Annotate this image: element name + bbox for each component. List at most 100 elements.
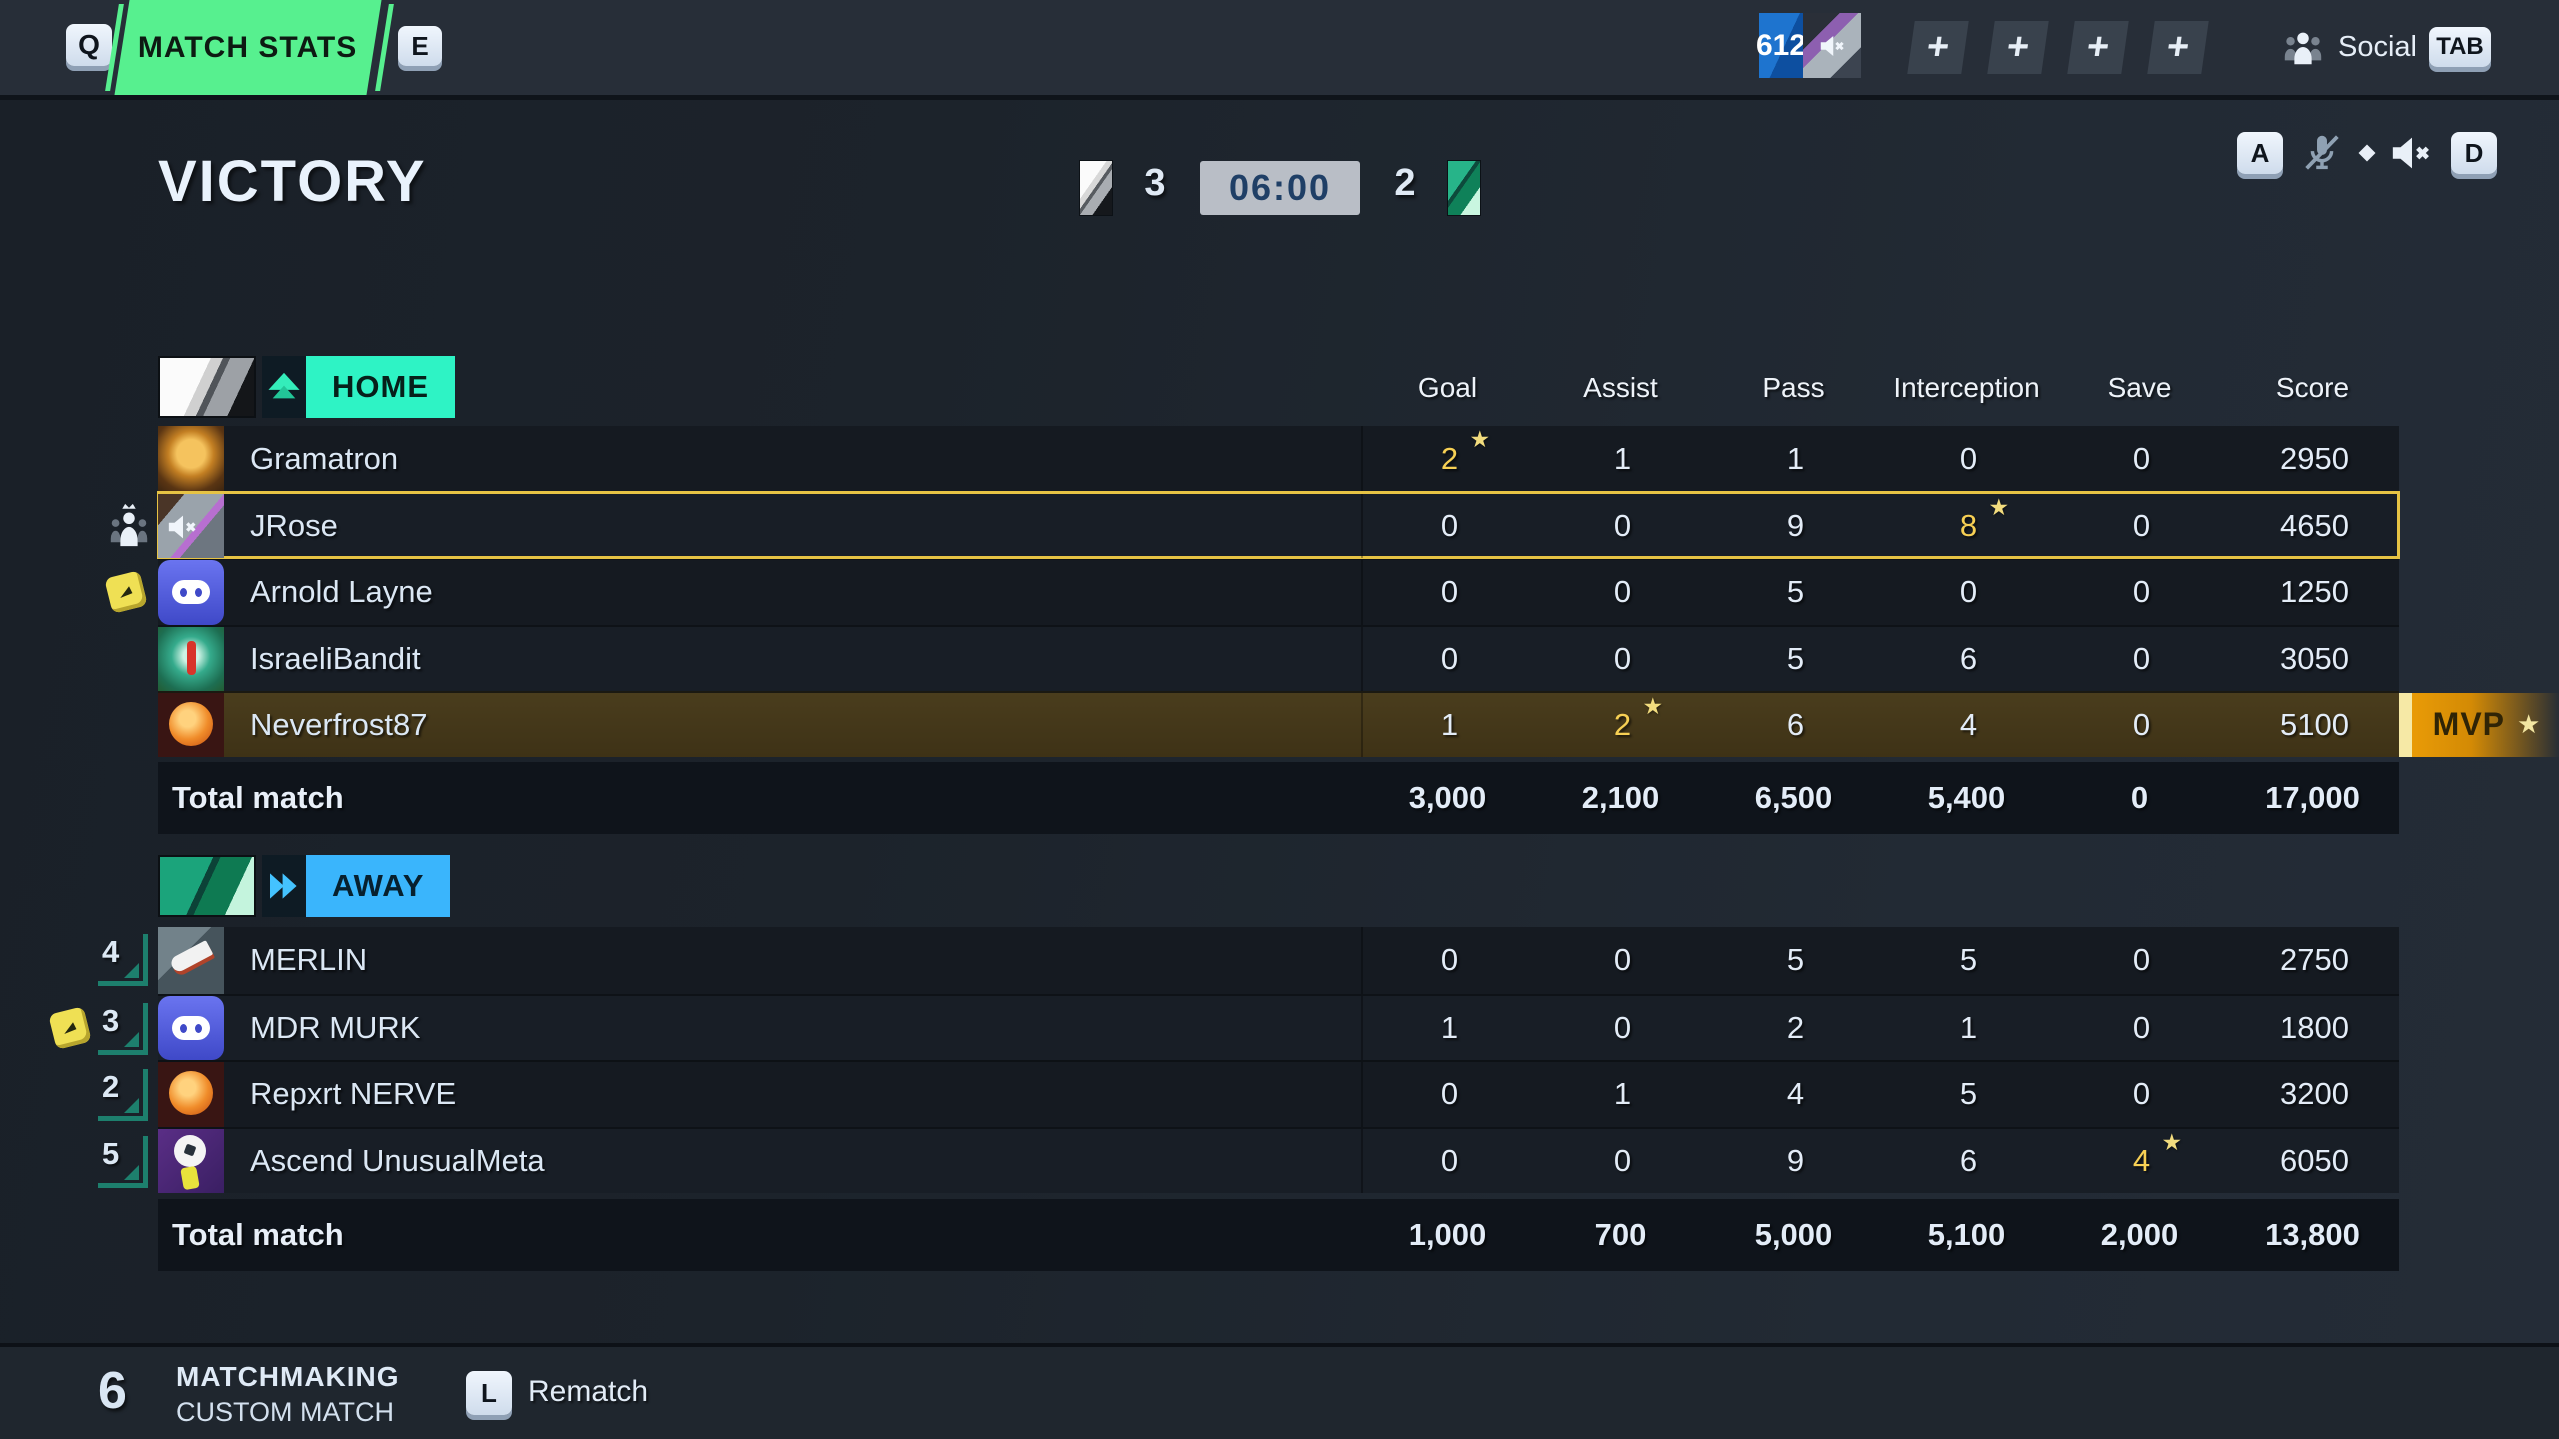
social-button[interactable]: Social TAB bbox=[2280, 18, 2491, 76]
key-l-button[interactable]: L bbox=[466, 1371, 512, 1415]
stat-pass: 1 bbox=[1709, 426, 1882, 492]
stat-score: 4650 bbox=[2228, 494, 2401, 558]
stat-goal: 0 bbox=[1363, 1062, 1536, 1127]
key-q-button[interactable]: Q bbox=[66, 24, 112, 66]
stat-score: 6050 bbox=[2228, 1129, 2401, 1194]
stat-pass: 6 bbox=[1709, 693, 1882, 757]
team-header-home: HOME bbox=[158, 356, 455, 420]
stat-value: 1 bbox=[1959, 1009, 1978, 1045]
vote-count-badge: 2 bbox=[98, 1069, 148, 1121]
stat-assist: 1 bbox=[1536, 1062, 1709, 1127]
rematch-button[interactable]: Rematch bbox=[528, 1375, 649, 1408]
stat-value: 5 bbox=[1786, 942, 1805, 978]
player-row[interactable]: JRose 0 0 9 8 ★ 0 4650 bbox=[110, 491, 2401, 560]
stat-value: 0 bbox=[1959, 574, 1978, 610]
stat-goal: 0 bbox=[1363, 627, 1536, 691]
stat-value: 2750 bbox=[2280, 942, 2349, 978]
player-row[interactable]: IsraeliBandit 0 0 5 6 0 3050 bbox=[158, 624, 2401, 691]
vote-count: 5 bbox=[102, 1135, 120, 1171]
total-save: 2,000 bbox=[2100, 1217, 2179, 1252]
stat-value: 0 bbox=[1440, 1076, 1459, 1112]
player-row[interactable]: Arnold Layne 0 0 5 0 0 1250 bbox=[104, 558, 2401, 625]
add-party-member-button[interactable]: + bbox=[1907, 21, 1969, 74]
key-d-button[interactable]: D bbox=[2451, 132, 2497, 174]
add-party-member-button[interactable]: + bbox=[2147, 21, 2209, 74]
add-party-member-button[interactable]: + bbox=[2067, 21, 2129, 74]
player-row[interactable]: 5 Ascend UnusualMeta 0 0 9 6 4 ★ 6050 bbox=[98, 1126, 2401, 1194]
stat-save: 0 bbox=[2055, 927, 2228, 994]
stat-value: 0 bbox=[2132, 640, 2151, 676]
player-row[interactable]: 4 MERLIN 0 0 5 5 0 2750 bbox=[98, 927, 2399, 994]
stat-save: 0 bbox=[2055, 426, 2228, 492]
stat-goal: 0 bbox=[1363, 927, 1536, 994]
dice-icon bbox=[48, 1005, 92, 1050]
stat-value: 2950 bbox=[2280, 441, 2349, 477]
stat-value: 0 bbox=[1613, 508, 1632, 544]
dice-icon bbox=[104, 570, 148, 615]
muted-speaker-icon bbox=[166, 510, 200, 549]
soccer-ball-shape bbox=[174, 1134, 206, 1167]
vote-count: 2 bbox=[102, 1069, 120, 1104]
player-stats: 0 0 5 0 0 1250 bbox=[1361, 560, 2401, 625]
team-label-home: HOME bbox=[306, 356, 455, 418]
total-assist: 2,100 bbox=[1581, 780, 1660, 815]
total-pass: 6,500 bbox=[1754, 780, 1833, 815]
player-row[interactable]: Neverfrost87 1 2 ★ 6 4 0 5100 MVP ★ bbox=[158, 690, 2559, 757]
stat-interception: 6 bbox=[1882, 1129, 2055, 1194]
stat-value: 1 bbox=[1613, 1076, 1632, 1112]
mvp-badge: MVP ★ bbox=[2399, 692, 2559, 757]
key-e-button[interactable]: E bbox=[398, 26, 442, 66]
team-rows-away: 4 MERLIN 0 0 5 5 0 2750 3 MDR MURK 1 0 2 1 0 1800 2 Repxr… bbox=[48, 927, 2401, 1194]
diamond-separator-icon bbox=[2358, 144, 2376, 162]
key-a-button[interactable]: A bbox=[2237, 132, 2283, 174]
stat-value: 0 bbox=[2132, 574, 2151, 610]
stat-score: 3050 bbox=[2228, 627, 2401, 691]
stat-goal: 0 bbox=[1363, 1129, 1536, 1194]
vote-count-badge: 5 bbox=[98, 1135, 148, 1188]
total-row-away: Total match 1,000 700 5,000 5,100 2,000 13,800 bbox=[158, 1199, 2399, 1271]
stat-value: 4 bbox=[1959, 706, 1978, 742]
player-stats: 1 2 ★ 6 4 0 5100 bbox=[1361, 692, 2401, 757]
stat-assist: 0 bbox=[1536, 494, 1709, 558]
stat-goal: 0 bbox=[1363, 494, 1536, 558]
total-score: 17,000 bbox=[2265, 780, 2360, 815]
muted-speaker-icon bbox=[2392, 137, 2429, 169]
total-interception: 5,400 bbox=[1927, 780, 2006, 815]
column-header-interception: Interception bbox=[1893, 372, 2040, 403]
stat-interception: 4 bbox=[1882, 693, 2055, 757]
stat-pass: 9 bbox=[1709, 494, 1882, 558]
stat-assist: 1 bbox=[1536, 426, 1709, 492]
vote-badge-triangle bbox=[124, 1098, 139, 1113]
stat-assist: 0 bbox=[1536, 1129, 1709, 1194]
stat-value: 8 bbox=[1959, 508, 1978, 544]
mode-subtitle: CUSTOM MATCH bbox=[176, 1397, 394, 1427]
column-header-goal: Goal bbox=[1417, 372, 1478, 403]
player-stats: 1 0 2 1 0 1800 bbox=[1361, 995, 2401, 1061]
tab-match-stats[interactable]: MATCH STATS bbox=[114, 0, 382, 95]
stat-value: 0 bbox=[1613, 1142, 1632, 1178]
player-row[interactable]: 2 Repxrt NERVE 0 1 4 5 0 3200 bbox=[98, 1060, 2399, 1127]
stat-value: 5 bbox=[1959, 942, 1978, 978]
stat-assist: 0 bbox=[1536, 560, 1709, 624]
mvp-badge-bar bbox=[2399, 692, 2412, 757]
stat-interception: 0 bbox=[1882, 426, 2055, 492]
top-bar: Q MATCH STATS E 612 + + + + Social TAB bbox=[0, 0, 2559, 100]
vote-count: 3 bbox=[102, 1002, 120, 1038]
team-rows-home: Gramatron 2 ★ 1 1 0 0 2950 JRose 0 0 9 8 ★ 0 4650 Arnold… bbox=[104, 426, 2559, 757]
total-goal: 1,000 bbox=[1408, 1217, 1487, 1252]
stat-value: 1 bbox=[1440, 706, 1459, 742]
player-avatar[interactable] bbox=[1803, 13, 1861, 78]
stat-goal: 2 ★ bbox=[1363, 426, 1536, 492]
total-stats: 3,000 2,100 6,500 5,400 0 17,000 bbox=[1361, 762, 2399, 834]
stat-value: 2 bbox=[1440, 441, 1459, 477]
player-stats: 0 0 9 6 4 ★ 6050 bbox=[1361, 1128, 2401, 1194]
column-header-score: Score bbox=[2275, 372, 2350, 403]
stat-interception: 1 bbox=[1882, 996, 2055, 1061]
team-badge-away bbox=[262, 855, 306, 917]
player-row[interactable]: Gramatron 2 ★ 1 1 0 0 2950 bbox=[158, 426, 2399, 493]
player-row[interactable]: 3 MDR MURK 1 0 2 1 0 1800 bbox=[48, 993, 2401, 1061]
add-party-member-button[interactable]: + bbox=[1987, 21, 2049, 74]
key-tab-button[interactable]: TAB bbox=[2429, 27, 2491, 67]
stat-save: 0 bbox=[2055, 1062, 2228, 1127]
